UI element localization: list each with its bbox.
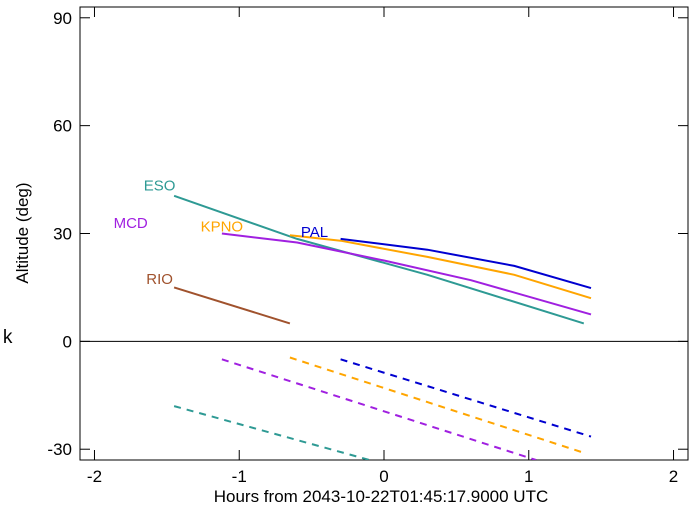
series-kpno-solid-line xyxy=(289,234,592,300)
series-mcd-dashed-line xyxy=(221,358,537,460)
x-axis-title: Hours from 2043-10-22T01:45:17.9000 UTC xyxy=(214,487,549,506)
series-kpno-dashed-line xyxy=(289,356,585,454)
x-tick-label: 1 xyxy=(524,467,533,486)
y-tick-label: 90 xyxy=(53,9,72,28)
series-mcd-solid-line xyxy=(221,232,592,316)
x-tick-label: -2 xyxy=(87,467,102,486)
x-tick-label: 0 xyxy=(379,467,388,486)
y-tick-label: 0 xyxy=(63,332,72,351)
plot-frame xyxy=(79,6,689,461)
y-axis-title: Altitude (deg) xyxy=(13,182,32,283)
x-tick-label: -1 xyxy=(232,467,247,486)
y-tick-label: 30 xyxy=(53,225,72,244)
series-label-mcd: MCD xyxy=(114,215,148,232)
y-tick-label: -30 xyxy=(47,440,72,459)
series-label-eso: ESO xyxy=(144,177,176,194)
series-pal-solid-line xyxy=(340,237,592,290)
side-glyph: k xyxy=(2,327,13,349)
series-eso-dashed-line xyxy=(173,405,370,460)
plot-area: -2 -1 0 1 2 -30 0 30 60 90 ESO MCD KPNO PAL RIO xyxy=(47,6,689,486)
series-label-pal: PAL xyxy=(301,224,328,241)
series-rio-solid-line xyxy=(173,286,291,325)
series-label-rio: RIO xyxy=(146,271,173,288)
y-tick-label: 60 xyxy=(53,117,72,136)
series-pal-dashed-line xyxy=(340,358,592,438)
series-label-kpno: KPNO xyxy=(201,219,244,236)
x-tick-label: 2 xyxy=(669,467,678,486)
